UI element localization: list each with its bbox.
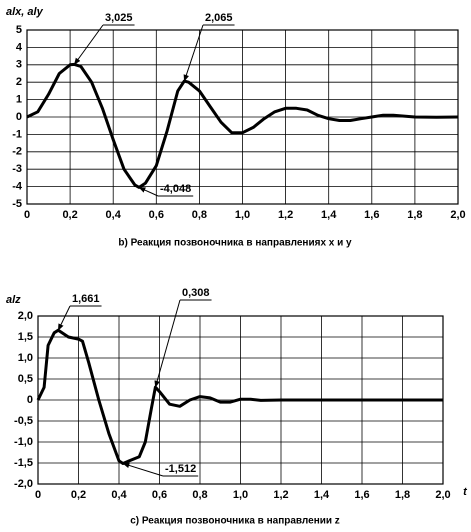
x-tick-label: 0 [35,489,41,501]
x-tick-label: 0,8 [192,489,207,501]
y-tick-label: -1,5 [14,457,33,469]
caption: c) Реакция позвоночника в направлении z [130,516,340,527]
x-tick-label: 1,0 [235,209,250,221]
y-tick-label: -0,5 [14,415,33,427]
y-tick-label: 1 [16,94,22,106]
data-line [36,328,443,465]
caption: b) Реакция позвоночника в направлениях x… [118,238,352,249]
x-tick-label: 0,4 [106,209,122,221]
x-tick-label: 1,0 [233,489,248,501]
y-tick-label: -5 [12,198,22,210]
y-tick-label: 0 [16,111,22,123]
x-tick-label: 1,8 [395,489,410,501]
y-tick-label: -4 [12,181,23,193]
y-tick-label: 4 [16,41,23,53]
annotation-leader [73,24,104,65]
y-axis-label: alx, aly [6,6,44,18]
y-tick-label: -2 [12,146,22,158]
x-tick-label: 1,6 [364,209,379,221]
x-tick-label: 1,6 [354,489,369,501]
annotation-leader [183,24,204,82]
x-tick-label: 0,2 [71,489,86,501]
x-tick-label: 1,4 [321,209,337,221]
y-tick-label: -2,0 [14,478,33,490]
data-line [26,62,459,189]
annotation-leader [138,186,159,197]
annotation-label: 1,661 [72,293,100,305]
x-tick-label: 1,2 [278,209,293,221]
y-tick-label: 5 [16,24,22,36]
y-axis-label: alz [6,294,21,306]
x-tick-label: 0,2 [62,209,77,221]
y-tick-label: -3 [12,163,22,175]
y-tick-label: 2 [16,76,22,88]
y-tick-label: 2,0 [18,310,33,322]
annotation-label: 3,025 [105,12,133,24]
y-tick-label: 0,5 [18,373,33,385]
annotation-leader [154,299,181,388]
x-tick-label: 1,2 [273,489,288,501]
x-tick-label: 2,0 [450,209,465,221]
y-tick-label: 3 [16,59,22,71]
annotation-leader [57,305,71,331]
y-tick-label: -1,0 [14,436,33,448]
y-tick-label: -1 [12,128,22,140]
annotation-label: 0,308 [182,287,210,299]
annotation-label: -4,048 [160,183,191,195]
annotation-leader [122,462,164,477]
y-tick-label: 0 [27,394,33,406]
y-tick-label: 1,5 [18,331,33,343]
x-tick-label: 0,6 [149,209,164,221]
x-tick-label: 1,8 [407,209,422,221]
x-tick-label: 0,8 [192,209,207,221]
x-tick-label: 0,4 [111,489,127,501]
x-axis-label: t [463,486,468,498]
y-tick-label: 1,0 [18,352,33,364]
x-tick-label: 2,0 [435,489,450,501]
x-tick-label: 0,6 [152,489,167,501]
x-tick-label: 0 [24,209,30,221]
annotation-label: -1,512 [165,463,196,475]
x-tick-label: 1,4 [314,489,330,501]
annotation-label: 2,065 [205,12,233,24]
